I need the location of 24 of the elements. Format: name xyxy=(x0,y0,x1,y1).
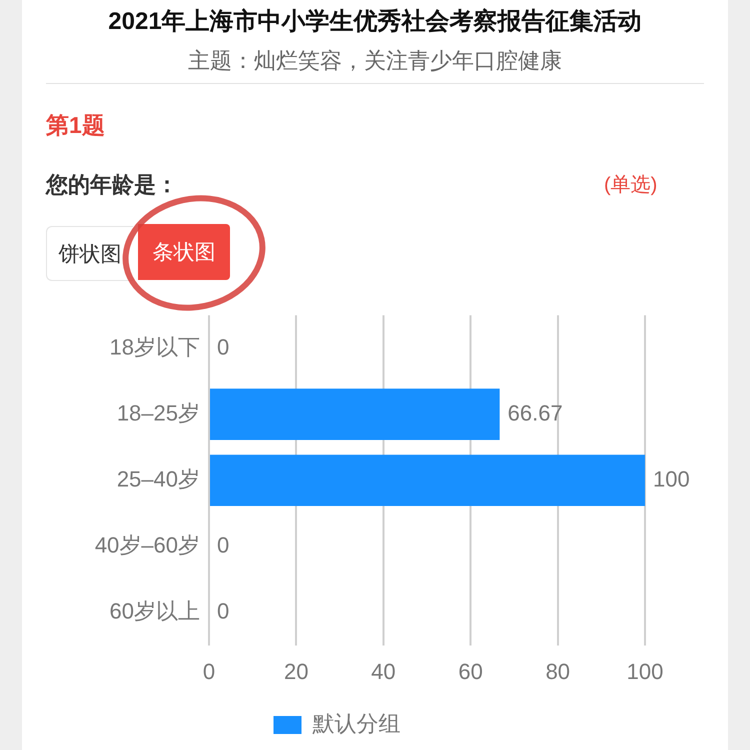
data-label: 66.67 xyxy=(508,400,563,426)
x-tick-label: 60 xyxy=(458,658,483,684)
data-label: 0 xyxy=(217,532,230,558)
x-tick-label: 40 xyxy=(371,658,396,684)
pie-chart-tab: 饼状图 xyxy=(46,226,133,281)
y-tick-label: 40岁–60岁 xyxy=(94,532,200,558)
x-tick-label: 100 xyxy=(626,658,664,684)
x-tick-label: 0 xyxy=(202,658,216,684)
chart-title: 2021年上海市中小学生优秀社会考察报告征集活动 xyxy=(107,7,643,37)
data-label: 0 xyxy=(217,598,230,624)
legend-label: 默认分组 xyxy=(312,711,400,736)
x-tick-label: 80 xyxy=(546,658,570,684)
x-tick-label: 20 xyxy=(284,658,308,684)
y-tick-label: 25–40岁 xyxy=(116,466,200,492)
y-tick-label: 18岁以下 xyxy=(110,334,200,360)
text: 您的年龄是： xyxy=(46,171,178,199)
y-tick-label: 60岁以上 xyxy=(110,598,200,624)
chart-subtitle: 主题：灿烂笑容，关注青少年口腔健康 xyxy=(187,47,563,75)
text: (单选) xyxy=(604,173,658,198)
bar-chart-tab: 条状图 xyxy=(138,224,230,280)
data-label: 100 xyxy=(653,466,690,492)
text: 第1题 xyxy=(46,111,105,140)
data-label: 0 xyxy=(217,334,230,360)
y-tick-label: 18–25岁 xyxy=(116,400,200,426)
